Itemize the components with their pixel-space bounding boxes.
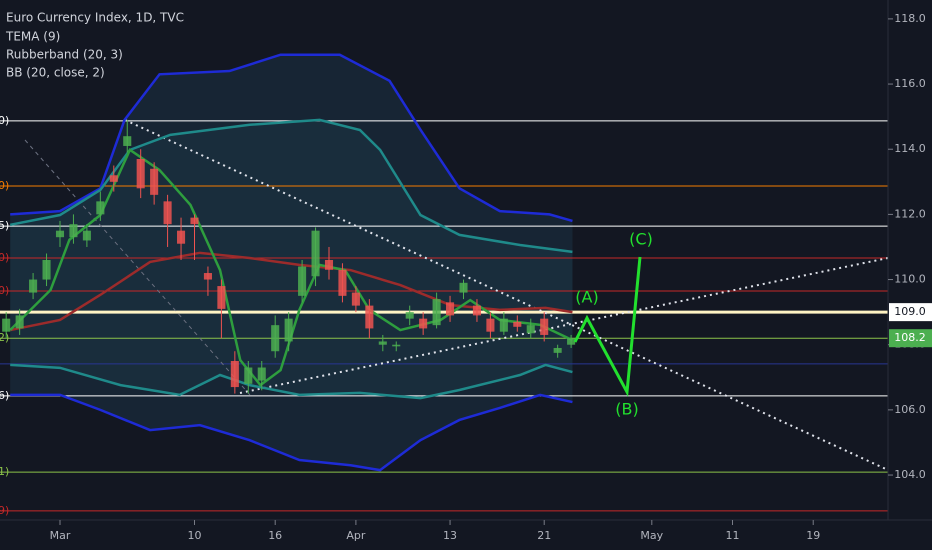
candle-body: [82, 230, 91, 241]
candle-body: [486, 318, 495, 332]
candle-body: [150, 168, 159, 195]
level-label: 1): [0, 465, 9, 478]
level-label: 0): [0, 179, 9, 192]
candle-body: [499, 318, 508, 332]
y-tick-label: 118.0: [894, 12, 926, 25]
candle-body: [392, 344, 401, 347]
x-tick-label: 19: [806, 529, 820, 542]
candle-body: [230, 361, 239, 388]
indicator-line: [10, 393, 573, 472]
price-badge-label: 108.2: [894, 331, 926, 344]
candle-body: [472, 305, 481, 316]
candle-body: [123, 136, 132, 146]
candle-body: [271, 325, 280, 352]
candle-body: [324, 260, 334, 270]
trendline: [239, 257, 889, 394]
candle-body: [203, 273, 212, 280]
candle-body: [378, 341, 387, 345]
level-label: 2): [0, 331, 9, 344]
x-tick-label: 16: [268, 529, 282, 542]
candle-body: [15, 315, 24, 329]
candle-body: [298, 266, 307, 296]
candle-body: [284, 318, 293, 342]
candle-body: [351, 292, 360, 306]
y-tick-label: 110.0: [894, 273, 926, 286]
candle-body: [163, 201, 172, 225]
wave-label: (A): [575, 288, 598, 307]
plot-area: 0) 0) 5) 0) 0) 2) 6) 1) 9): [0, 53, 889, 517]
x-tick-label: 11: [726, 529, 740, 542]
level-label: 9): [0, 504, 9, 517]
x-tick-label: 10: [187, 529, 201, 542]
trendline: [24, 139, 251, 396]
y-tick-label: 106.0: [894, 403, 926, 416]
price-badge-label: 109.0: [894, 305, 926, 318]
indicator-line: [9, 251, 573, 332]
x-tick-label: Mar: [50, 529, 71, 542]
wave-label: (C): [629, 230, 653, 249]
legend-item: BB (20, close, 2): [6, 66, 105, 80]
x-tick-label: Apr: [346, 529, 366, 542]
level-label: 5): [0, 219, 9, 232]
y-tick-label: 114.0: [894, 142, 926, 155]
x-tick-label: 13: [443, 529, 457, 542]
level-label: 0): [0, 284, 9, 297]
level-label: 0): [0, 251, 9, 264]
chart-title: Euro Currency Index, 1D, TVC: [6, 11, 184, 25]
y-tick-label: 104.0: [894, 468, 926, 481]
indicator-line: [9, 148, 573, 387]
candle-body: [69, 224, 78, 238]
candle-body: [553, 347, 562, 353]
candle-body: [419, 318, 428, 329]
candle-body: [244, 367, 253, 384]
x-tick-label: 21: [537, 529, 551, 542]
level-label: 6): [0, 389, 9, 402]
y-tick-label: 112.0: [894, 207, 926, 220]
candle-body: [459, 282, 468, 293]
indicator-line: [9, 118, 573, 254]
y-tick-label: 116.0: [894, 77, 926, 90]
indicator-line: [10, 363, 573, 400]
band-fill: [10, 54, 573, 471]
candle-body: [526, 325, 535, 334]
candle-body: [338, 269, 347, 296]
candle-body: [217, 286, 226, 309]
price-badge: [889, 303, 932, 322]
legend-item: TEMA (9): [5, 30, 60, 44]
candle-body: [446, 302, 455, 316]
candle-body: [540, 318, 549, 335]
candle-body: [2, 318, 11, 332]
price-badge: [889, 329, 932, 348]
candle-body: [29, 279, 38, 293]
level-label: 0): [0, 114, 9, 127]
candle-body: [177, 230, 186, 244]
candle-body: [311, 230, 320, 277]
legend-item: Rubberband (20, 3): [6, 48, 123, 62]
candle-body: [42, 260, 51, 280]
candle-body: [109, 175, 118, 182]
candle-body: [513, 321, 522, 327]
candle-body: [55, 230, 65, 238]
candle-body: [432, 299, 441, 326]
indicator-line: [10, 53, 573, 223]
candle-body: [96, 201, 105, 215]
wave-label: (B): [615, 400, 638, 419]
candle-body: [257, 367, 266, 381]
trendline: [124, 119, 889, 471]
candle-body: [365, 305, 374, 329]
candle-body: [136, 158, 145, 189]
x-tick-label: May: [640, 529, 663, 542]
candle-body: [405, 312, 414, 319]
candle-body: [567, 338, 576, 345]
candle-body: [190, 217, 199, 225]
wave-projection: [573, 256, 642, 398]
